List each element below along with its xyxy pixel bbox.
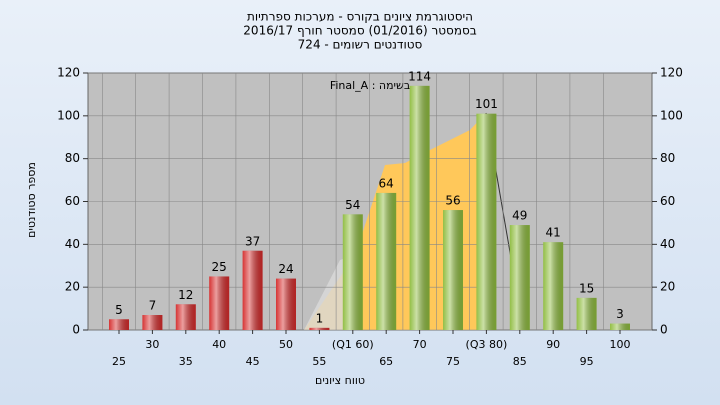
x-tick-label: 90: [546, 338, 560, 351]
bar-shine: [476, 113, 497, 330]
y-axis-label: מספר סטודנטים: [25, 162, 38, 238]
x-tick-label: 75: [446, 355, 460, 368]
value-label: 56: [445, 194, 460, 208]
value-label: 15: [579, 281, 594, 295]
x-tick-label: 70: [413, 338, 427, 351]
y-tick-label: 20: [65, 280, 80, 294]
y2-tick-label: 100: [660, 108, 683, 122]
x-tick-label: 30: [145, 338, 159, 351]
bar-shine: [209, 276, 230, 330]
y-tick-label: 0: [72, 323, 80, 337]
bar-shine: [509, 225, 530, 330]
x-tick-label: 95: [580, 355, 594, 368]
x-tick-label: 45: [246, 355, 260, 368]
bar-shine: [142, 315, 163, 330]
value-label: 37: [245, 234, 260, 248]
value-label: 5: [115, 303, 123, 317]
value-label: 114: [408, 69, 431, 83]
value-label: 41: [546, 226, 561, 240]
bar-shine: [109, 319, 129, 330]
y2-tick-label: 60: [660, 194, 675, 208]
annotation: בשימה : Final_A: [330, 79, 410, 92]
bar-shine: [276, 278, 296, 330]
x-tick-label: (Q1 60): [332, 338, 374, 351]
x-tick-label: 65: [379, 355, 393, 368]
value-label: 64: [379, 176, 394, 190]
bar-shine: [443, 210, 463, 330]
y-tick-label: 60: [65, 194, 80, 208]
y-tick-label: 120: [57, 66, 80, 80]
bar-shine: [543, 242, 564, 330]
y2-tick-label: 120: [660, 66, 683, 80]
y2-tick-label: 0: [660, 323, 668, 337]
bar-shine: [576, 297, 597, 330]
chart-subtitle: בסמסטר (01/2016) סמסטר חורף 2016/17: [243, 24, 476, 38]
chart-title: היסטוגרמת ציונים בקורס - מערכות ספרתיות: [247, 10, 473, 24]
value-label: 3: [616, 307, 624, 321]
bar-shine: [342, 214, 363, 330]
x-tick-label: 35: [179, 355, 193, 368]
value-label: 49: [512, 209, 527, 223]
x-tick-label: 100: [610, 338, 631, 351]
bar-shine: [409, 85, 430, 330]
value-label: 1: [316, 311, 324, 325]
bar-shine: [242, 250, 263, 330]
chart-subtitle: סטודנטים רשומים - 724: [298, 38, 423, 52]
value-label: 24: [278, 262, 293, 276]
y-tick-label: 40: [65, 237, 80, 251]
y2-tick-label: 40: [660, 237, 675, 251]
value-label: 12: [178, 288, 193, 302]
y-tick-label: 100: [57, 108, 80, 122]
value-label: 54: [345, 198, 360, 212]
value-label: 7: [149, 299, 157, 313]
value-label: 101: [475, 97, 498, 111]
x-tick-label: 55: [312, 355, 326, 368]
bar-shine: [309, 327, 330, 330]
value-label: 25: [212, 260, 227, 274]
bar-shine: [376, 192, 397, 330]
y2-tick-label: 80: [660, 151, 675, 165]
x-tick-label: (Q3 80): [466, 338, 508, 351]
x-tick-label: 40: [212, 338, 226, 351]
bar-shine: [175, 304, 196, 330]
x-tick-label: 25: [112, 355, 126, 368]
shade-area: [304, 255, 355, 330]
x-tick-label: 85: [513, 355, 527, 368]
x-tick-label: 50: [279, 338, 293, 351]
y-tick-label: 80: [65, 151, 80, 165]
bar-shine: [610, 323, 630, 330]
x-axis-label: טווח ציונים: [315, 374, 365, 387]
y2-tick-label: 20: [660, 280, 675, 294]
